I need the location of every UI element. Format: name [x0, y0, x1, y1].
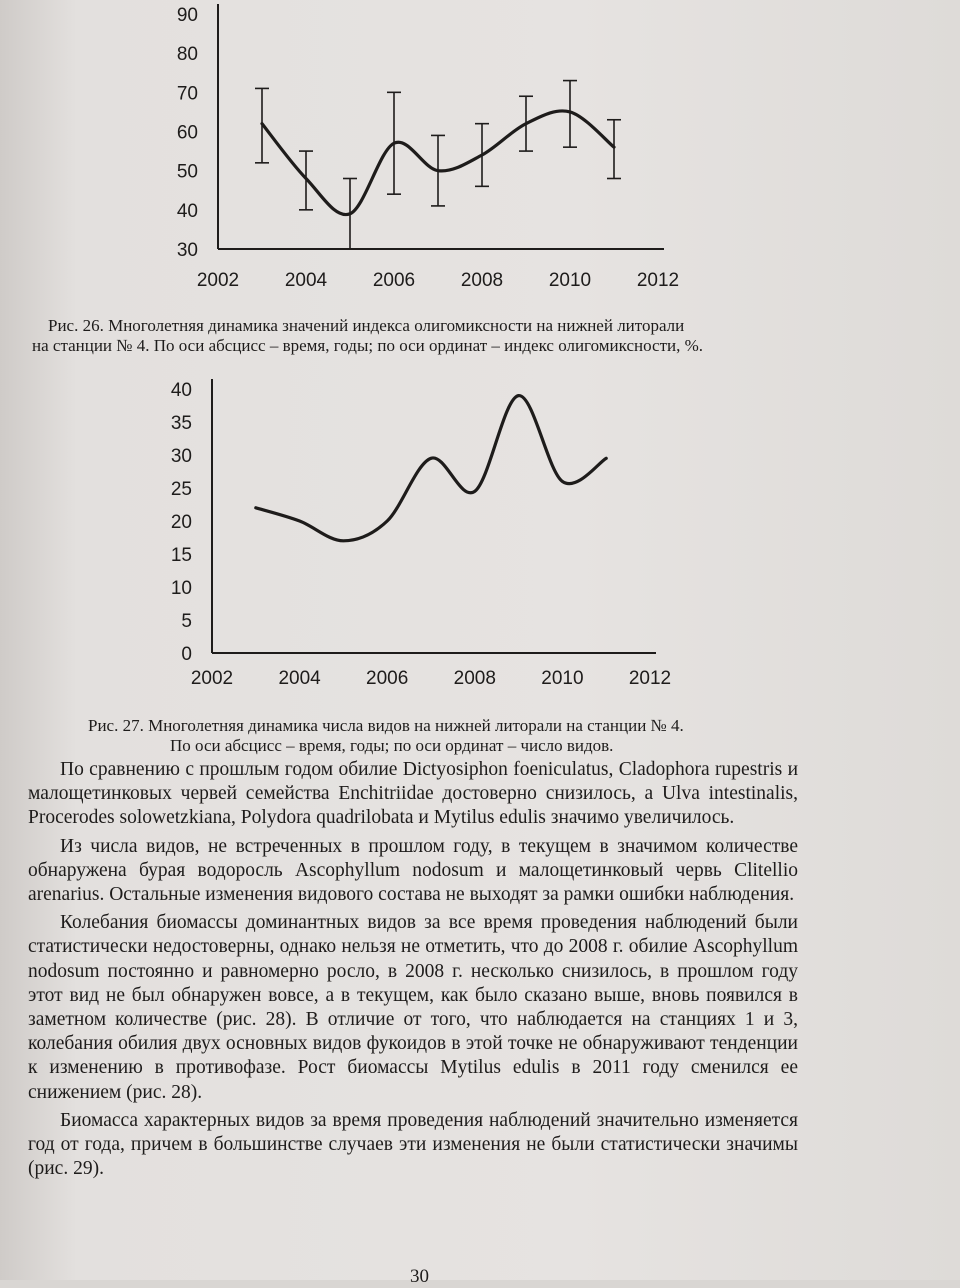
figure-27-caption-line2: По оси абсцисс – время, годы; по оси орд… — [170, 736, 614, 755]
figure-26-caption-line1: Рис. 26. Многолетняя динамика значений и… — [48, 316, 685, 335]
paragraph-4: Биомасса характерных видов за время пров… — [28, 1109, 798, 1180]
x-tick-label: 2012 — [637, 270, 679, 291]
body-text: По сравнению с прошлым годом обилие Dict… — [28, 758, 798, 1181]
y-tick-label: 70 — [177, 83, 198, 104]
data-point — [393, 142, 395, 145]
figure-27-chart: 0 5 10 15 20 25 30 35 40 2002 2004 2006 2008 2010 2012 — [171, 379, 671, 689]
y-tick-label: 90 — [177, 5, 198, 26]
y-tick-label: 10 — [171, 578, 192, 599]
series-line — [254, 394, 608, 543]
y-tick-label: 35 — [171, 413, 192, 434]
data-point — [474, 490, 476, 493]
data-point — [386, 520, 388, 522]
data-point — [349, 212, 351, 215]
x-tick-label: 2012 — [629, 668, 671, 689]
series-line — [260, 109, 616, 217]
data-point — [430, 457, 432, 460]
data-point — [305, 177, 307, 180]
y-tick-label: 80 — [177, 44, 198, 65]
paragraph-3: Колебания биомассы доминантных видов за … — [28, 912, 798, 1103]
x-tick-label: 2002 — [191, 668, 233, 689]
y-tick-label: 15 — [171, 545, 192, 566]
y-tick-label: 60 — [177, 123, 198, 144]
data-point — [342, 540, 345, 542]
y-tick-label: 5 — [181, 611, 192, 632]
y-tick-label: 40 — [171, 380, 192, 401]
figure-26-caption: Рис. 26. Многолетняя динамика значений и… — [32, 316, 703, 356]
data-point — [605, 457, 607, 460]
figure-27-caption-line1: Рис. 27. Многолетняя динамика числа видо… — [88, 716, 684, 735]
x-tick-label: 2008 — [454, 668, 496, 689]
y-tick-label: 20 — [171, 512, 192, 533]
x-tick-label: 2004 — [278, 668, 321, 689]
x-tick-label: 2008 — [461, 270, 503, 291]
x-tick-label: 2010 — [541, 668, 583, 689]
x-tick-label: 2010 — [549, 270, 591, 291]
data-point — [298, 520, 301, 522]
figure-26-caption-line2: на станции № 4. По оси абсцисс – время, … — [32, 336, 704, 355]
page-number: 30 — [410, 1266, 429, 1287]
x-tick-label: 2004 — [285, 270, 328, 291]
y-tick-label: 40 — [177, 201, 198, 222]
data-point — [261, 122, 263, 125]
x-tick-label: 2002 — [197, 270, 239, 291]
data-point — [613, 146, 615, 148]
y-tick-label: 30 — [177, 240, 198, 261]
y-tick-label: 50 — [177, 162, 198, 183]
figure-27-caption: Рис. 27. Многолетняя динамика числа видо… — [88, 716, 684, 756]
x-tick-label: 2006 — [366, 668, 408, 689]
data-point — [569, 111, 571, 113]
data-point — [525, 122, 527, 125]
data-point — [481, 154, 483, 156]
figure-26-chart: 30 40 50 60 70 80 90 2002 2004 2006 2008 2010 2012 — [177, 4, 679, 291]
y-tick-label: 30 — [171, 446, 192, 467]
paragraph-1: По сравнению с прошлым годом обилие Dict… — [28, 759, 798, 829]
y-tick-label: 25 — [171, 479, 192, 500]
x-tick-label: 2006 — [373, 270, 415, 291]
y-tick-label: 0 — [181, 644, 192, 665]
paragraph-2: Из числа видов, не встреченных в прошлом… — [28, 835, 798, 906]
data-point — [255, 507, 257, 509]
data-point — [517, 394, 520, 397]
data-point — [437, 169, 439, 172]
data-point — [561, 480, 564, 483]
